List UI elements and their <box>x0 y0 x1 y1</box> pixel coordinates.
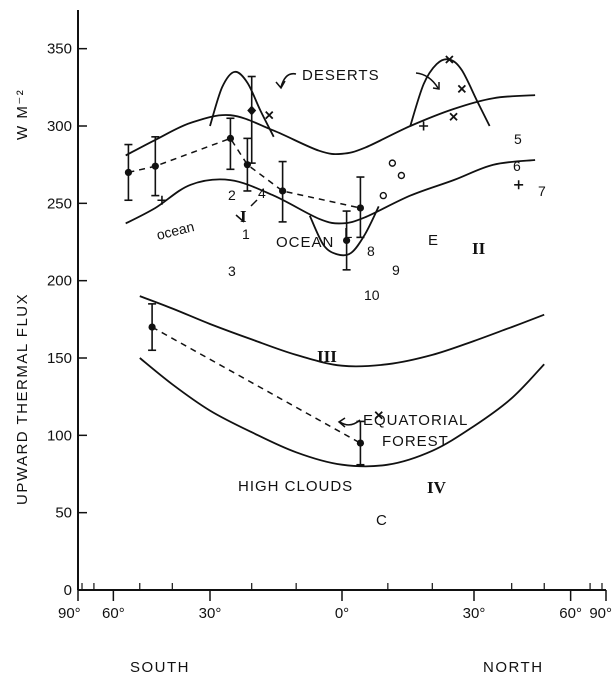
point-label-5: 5 <box>514 131 522 147</box>
circle-marker <box>388 159 397 167</box>
y-axis-unit: W M⁻² <box>14 89 31 140</box>
data-point <box>124 168 133 176</box>
x-tick-label: 30° <box>463 605 486 622</box>
x-tick-label: 60° <box>559 605 582 622</box>
x-marker <box>449 112 458 121</box>
point-label-3: 3 <box>228 263 236 279</box>
y-tick-label: 350 <box>47 41 72 58</box>
forest-arrow <box>339 419 361 426</box>
x-tick-label: 90° <box>58 605 81 622</box>
x-marker <box>265 111 274 120</box>
circle-marker <box>379 191 387 200</box>
y-tick-label: 300 <box>47 118 72 135</box>
envelope-deserts-south <box>209 70 275 138</box>
deserts-arrowhead-right <box>432 82 440 90</box>
label-L: L <box>344 225 353 242</box>
plus-marker <box>419 121 429 131</box>
x-marker <box>457 84 466 94</box>
roman-IV: IV <box>427 478 447 497</box>
plus-marker <box>514 180 524 190</box>
markers <box>157 55 524 420</box>
series-line <box>128 137 361 209</box>
envelope-equatorial-forest <box>308 206 380 257</box>
north-label: NORTH <box>483 659 544 676</box>
ocean-label-upper: ocean <box>155 218 196 243</box>
x-tick-label: 30° <box>199 605 222 622</box>
forest-label: FOREST <box>382 433 449 450</box>
envelope-deserts-north <box>409 58 491 127</box>
roman-I: I <box>240 207 247 226</box>
data-series <box>124 75 365 466</box>
y-axis-title: UPWARD THERMAL FLUX <box>14 293 31 505</box>
point-label-8: 8 <box>367 243 375 259</box>
x-marker <box>374 411 383 420</box>
y-tick-label: 50 <box>55 505 72 522</box>
equatorial-label: EQUATORIAL <box>363 412 468 429</box>
data-point <box>151 162 159 170</box>
south-label: SOUTH <box>130 659 190 676</box>
y-tick-label: 0 <box>64 582 72 599</box>
y-tick-label: 200 <box>47 273 72 290</box>
envelope-clouds-upper <box>139 295 545 368</box>
envelope-ocean-upper <box>125 94 536 157</box>
x-tick-label: 90° <box>589 605 612 622</box>
point-label-6: 6 <box>513 158 521 174</box>
point-label-9: 9 <box>392 262 400 278</box>
x-tick-label: 60° <box>102 605 125 622</box>
data-point <box>356 204 365 212</box>
circle-marker <box>397 171 406 180</box>
ocean-arrow <box>235 214 245 223</box>
point-label-2: 2 <box>228 187 236 203</box>
x-marker <box>445 55 454 64</box>
series-line <box>151 326 361 444</box>
y-tick-label: 150 <box>47 350 72 367</box>
ocean-label-mid: OCEAN <box>276 234 334 251</box>
roman-II: II <box>472 239 486 258</box>
point-label-4: 4 <box>258 185 266 201</box>
label4-arrow <box>250 199 258 207</box>
deserts-arrow-left <box>280 72 297 88</box>
deserts-label: DESERTS <box>302 67 380 84</box>
data-point <box>343 236 351 245</box>
data-point <box>243 161 251 169</box>
high-clouds-label: HIGH CLOUDS <box>238 478 353 495</box>
data-point <box>279 187 287 195</box>
roman-III: III <box>317 347 337 366</box>
point-label-7: 7 <box>538 183 546 199</box>
deserts-arrowhead-left <box>275 80 286 90</box>
label-E: E <box>428 232 439 249</box>
axes <box>77 10 606 591</box>
deserts-arrow-right <box>415 72 439 89</box>
text-labels: UPWARD THERMAL FLUX W M⁻² SOUTH NORTH DE… <box>14 67 546 676</box>
envelope-clouds-lower <box>139 357 545 468</box>
y-tick-label: 250 <box>47 195 72 212</box>
envelope-ocean-lower <box>125 159 536 225</box>
pointer-arrows <box>235 72 440 428</box>
label-C: C <box>376 512 388 529</box>
data-point <box>226 134 235 142</box>
envelope-curves <box>125 58 545 468</box>
plus-marker <box>157 195 167 205</box>
data-point <box>148 323 156 331</box>
x-tick-label: 0° <box>335 605 349 622</box>
y-tick-label: 100 <box>47 427 72 444</box>
ticks: 0 50 100 150 200 250 300 350 90° 60° 30° 0° 30° 60° 90… <box>47 41 612 622</box>
point-label-1: 1 <box>242 226 250 242</box>
data-point <box>356 439 365 447</box>
point-label-10: 10 <box>364 287 380 303</box>
forest-arrowhead <box>337 417 346 428</box>
diamond-point <box>247 105 257 116</box>
